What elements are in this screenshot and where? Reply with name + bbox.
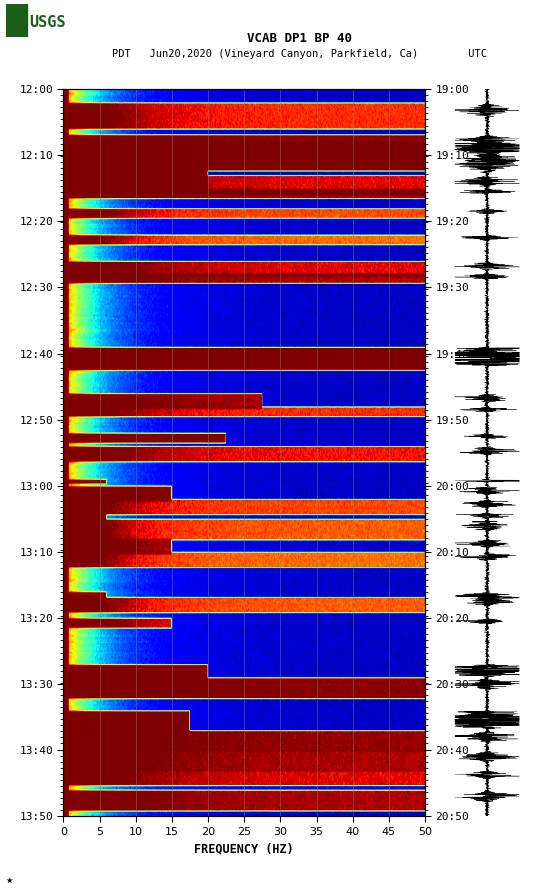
Text: ★: ★ (6, 876, 13, 885)
X-axis label: FREQUENCY (HZ): FREQUENCY (HZ) (194, 842, 294, 855)
Bar (6, 4, 26, 37)
Text: VCAB DP1 BP 40: VCAB DP1 BP 40 (247, 32, 352, 45)
Text: USGS: USGS (29, 14, 66, 29)
Text: PDT   Jun20,2020 (Vineyard Canyon, Parkfield, Ca)        UTC: PDT Jun20,2020 (Vineyard Canyon, Parkfie… (112, 48, 487, 59)
